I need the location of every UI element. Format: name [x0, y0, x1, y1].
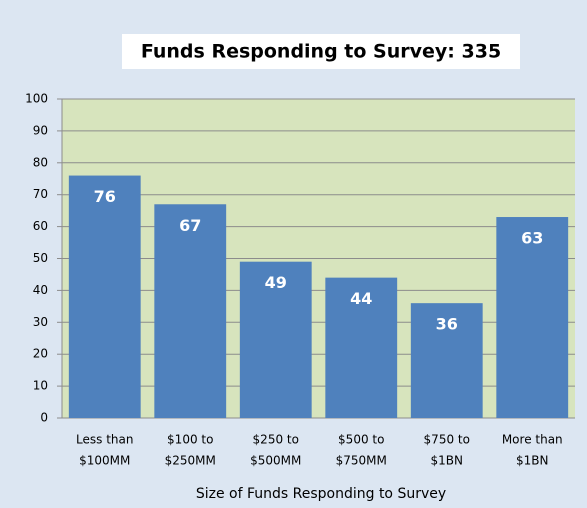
x-tick-label: More than	[502, 433, 563, 447]
x-tick-label: $1BN	[431, 454, 463, 468]
y-tick-label: 40	[33, 283, 48, 297]
data-label: 76	[94, 187, 116, 206]
y-tick-label: 90	[33, 123, 48, 137]
x-tick-label: Less than	[76, 433, 133, 447]
x-tick-label: $250MM	[165, 454, 216, 468]
y-tick-label: 50	[33, 251, 48, 265]
x-tick-label: $1BN	[516, 454, 548, 468]
y-tick-label: 0	[40, 411, 48, 425]
x-tick-label: $750MM	[336, 454, 387, 468]
x-tick-label: $500MM	[250, 454, 301, 468]
y-tick-label: 30	[33, 315, 48, 329]
data-label: 44	[350, 289, 372, 308]
bar	[154, 204, 227, 418]
x-tick-label: $750 to	[424, 433, 470, 447]
x-tick-label: $250 to	[253, 433, 299, 447]
y-tick-label: 10	[33, 379, 48, 393]
x-axis-label: Size of Funds Responding to Survey	[196, 486, 446, 502]
x-tick-label: $100 to	[167, 433, 213, 447]
chart-title: Funds Responding to Survey: 335	[141, 41, 501, 63]
data-label: 36	[436, 315, 458, 334]
bar	[68, 175, 141, 418]
y-tick-label: 100	[25, 92, 48, 106]
bar	[325, 277, 398, 418]
data-label: 63	[521, 229, 543, 248]
y-tick-label: 60	[33, 219, 48, 233]
title-box	[122, 34, 520, 69]
x-tick-label: $500 to	[338, 433, 384, 447]
y-tick-label: 70	[33, 187, 48, 201]
bar	[239, 261, 312, 418]
data-label: 49	[265, 273, 287, 292]
bar	[496, 217, 569, 418]
x-tick-label: $100MM	[79, 454, 130, 468]
bar	[410, 303, 483, 418]
data-label: 67	[179, 216, 201, 235]
y-tick-label: 80	[33, 155, 48, 169]
y-tick-label: 20	[33, 347, 48, 361]
